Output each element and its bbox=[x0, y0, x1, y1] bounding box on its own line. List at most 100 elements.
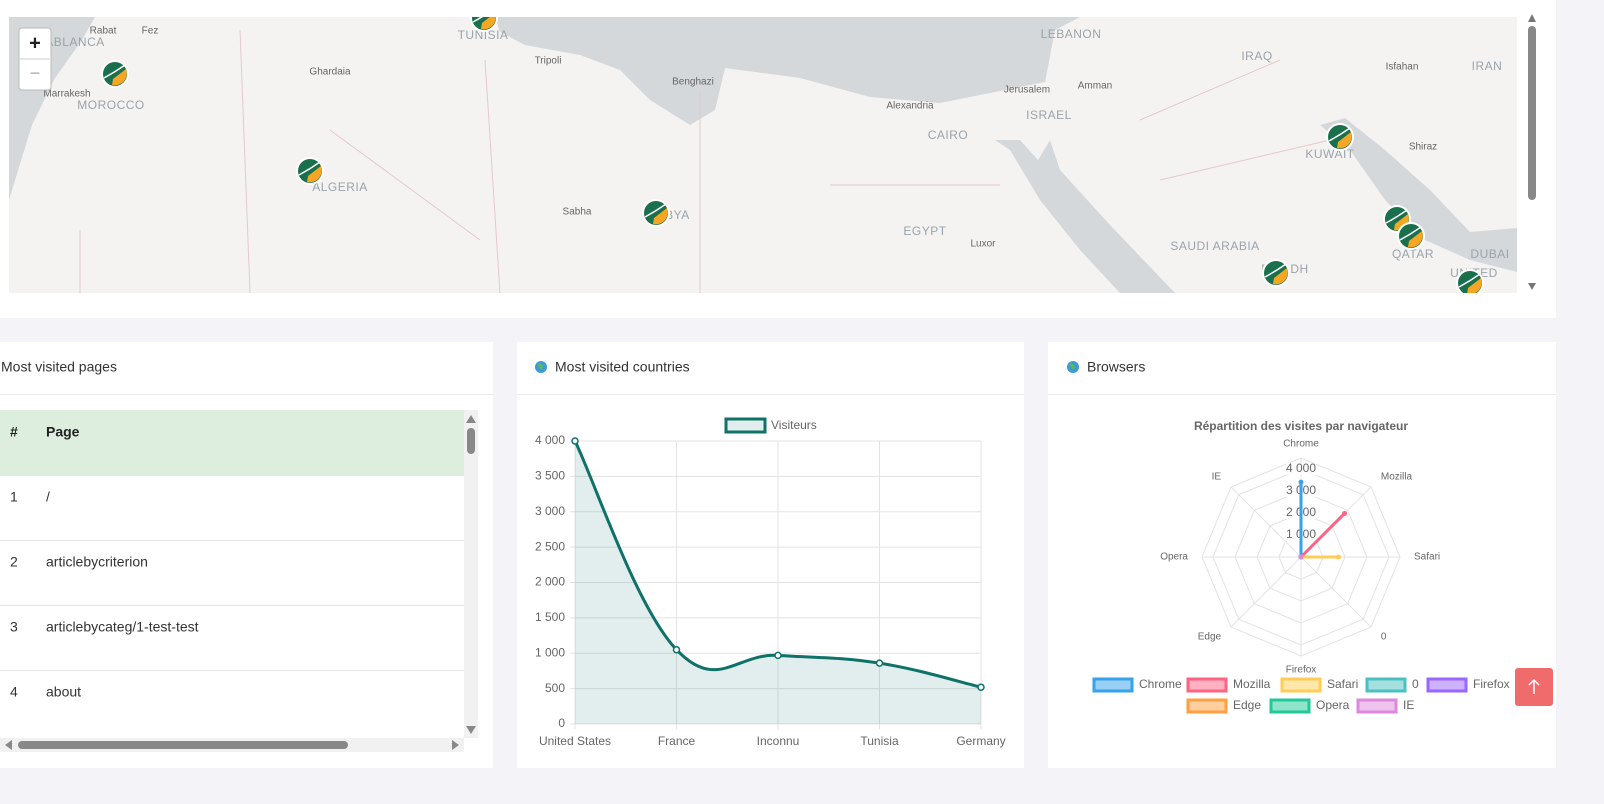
marker bbox=[1264, 263, 1287, 278]
city-label: Rabat bbox=[90, 26, 117, 37]
sea bbox=[495, 17, 1080, 125]
y-tick-label: 1 500 bbox=[535, 610, 565, 624]
axis-label: Chrome bbox=[1283, 439, 1319, 450]
y-tick-label: 2 500 bbox=[535, 539, 565, 553]
legend-swatch bbox=[1092, 677, 1134, 693]
y-tick-label: 500 bbox=[545, 681, 565, 695]
y-tick-label: 2 000 bbox=[535, 575, 565, 589]
city-label: Benghazi bbox=[672, 77, 714, 88]
scroll-down[interactable] bbox=[466, 726, 476, 734]
radar-point bbox=[1298, 554, 1304, 560]
point bbox=[977, 683, 985, 691]
city-label: Amman bbox=[1078, 81, 1112, 92]
marker bbox=[1399, 226, 1422, 241]
legend-label: Chrome bbox=[1139, 677, 1182, 691]
scroll-up[interactable] bbox=[1528, 14, 1536, 22]
legend-label: IE bbox=[1403, 698, 1414, 712]
globe-icon bbox=[1069, 363, 1075, 370]
legend-label: Edge bbox=[1233, 698, 1261, 712]
x-tick-label: Inconnu bbox=[757, 734, 800, 748]
tick-backdrop bbox=[1286, 463, 1316, 475]
country-label: SAUDI ARABIA bbox=[1170, 239, 1259, 253]
city-label: Jerusalem bbox=[1004, 85, 1050, 96]
zoom-in[interactable]: + bbox=[29, 32, 41, 54]
scroll-down[interactable] bbox=[1528, 283, 1536, 290]
country-label: TUNISIA bbox=[458, 28, 509, 42]
scroll-right[interactable] bbox=[452, 740, 459, 750]
country-label: QATAR bbox=[1392, 247, 1434, 261]
x-tick-label: France bbox=[658, 734, 696, 748]
country-label: IRAN bbox=[1472, 59, 1503, 73]
point bbox=[774, 651, 782, 660]
radar-spoke bbox=[1299, 512, 1346, 559]
marker bbox=[472, 17, 484, 23]
axis-label: IE bbox=[1212, 472, 1222, 483]
legend-label: 0 bbox=[1412, 677, 1419, 691]
y-tick-label: 1 000 bbox=[535, 645, 565, 659]
table-cell: 2 bbox=[10, 554, 18, 570]
table-cell: 3 bbox=[10, 619, 18, 635]
country-label: ISRAEL bbox=[1026, 108, 1072, 122]
country-label: CAIRO bbox=[928, 128, 969, 142]
legend-swatch bbox=[1365, 677, 1407, 693]
sea bbox=[995, 140, 1175, 293]
legend-label: Opera bbox=[1316, 698, 1350, 712]
point bbox=[672, 645, 681, 654]
scroll-up[interactable] bbox=[466, 415, 476, 423]
scrollbar-thumb[interactable] bbox=[18, 741, 348, 749]
city-label: Isfahan bbox=[1386, 62, 1419, 73]
country-label: IRAQ bbox=[1241, 49, 1272, 63]
card bbox=[517, 342, 1024, 768]
sea bbox=[1320, 118, 1517, 272]
scroll-left[interactable] bbox=[5, 740, 12, 750]
marker bbox=[307, 166, 322, 183]
y-tick-label: 0 bbox=[558, 716, 565, 730]
table: # Page 1 / 2 articlebycriterion 3 articlebycate… bbox=[0, 410, 464, 700]
table-cell: / bbox=[46, 489, 50, 505]
city-label: Ghardaia bbox=[309, 67, 351, 78]
table-cell: articlebycriterion bbox=[46, 554, 148, 570]
y-tick-label: 3 500 bbox=[535, 469, 565, 483]
axis-label: Opera bbox=[1160, 552, 1188, 563]
zoom-out[interactable]: − bbox=[30, 63, 41, 83]
marker bbox=[1328, 127, 1351, 142]
marker bbox=[644, 203, 667, 218]
legend-label: Visiteurs bbox=[771, 418, 817, 432]
radar-point bbox=[1298, 479, 1304, 485]
axis-label: Mozilla bbox=[1381, 472, 1413, 483]
spoke bbox=[1230, 486, 1302, 558]
scrollbar-thumb[interactable] bbox=[467, 428, 475, 454]
scrollbar-thumb[interactable] bbox=[1528, 26, 1536, 200]
markers bbox=[101, 17, 1484, 293]
globe-icon bbox=[537, 363, 543, 370]
spoke bbox=[1230, 556, 1302, 628]
table-cell: 4 bbox=[10, 684, 18, 700]
city-label: Marrakesh bbox=[43, 89, 90, 100]
y-tick-label: 4 000 bbox=[535, 433, 565, 447]
legend-label: Mozilla bbox=[1233, 677, 1271, 691]
table-cell: articlebycateg/1-test-test bbox=[46, 619, 199, 635]
legend-label: Safari bbox=[1327, 677, 1358, 691]
marker bbox=[1458, 273, 1481, 288]
card-title: Browsers bbox=[1087, 359, 1145, 375]
table-header bbox=[0, 410, 464, 475]
country-label: KUWAIT bbox=[1305, 147, 1354, 161]
legend-label: Firefox bbox=[1473, 677, 1510, 691]
legend-swatch bbox=[1426, 677, 1468, 693]
column-header: # bbox=[10, 424, 18, 440]
country-label: DUBAI bbox=[1470, 247, 1509, 261]
line-chart: 0 500 1 000 1 500 2 000 2 500 3 000 3 500 4 000 U… bbox=[535, 417, 1006, 748]
marker bbox=[481, 17, 496, 30]
country-label: ABLANCA bbox=[45, 35, 105, 49]
table-cell: 1 bbox=[10, 489, 18, 505]
marker bbox=[1408, 231, 1423, 248]
marker bbox=[103, 64, 126, 79]
legend-swatch bbox=[1280, 677, 1322, 693]
marker bbox=[1273, 268, 1288, 285]
city-label: Shiraz bbox=[1409, 142, 1437, 153]
marker bbox=[1337, 132, 1352, 149]
country-label: ALGERIA bbox=[312, 180, 368, 194]
